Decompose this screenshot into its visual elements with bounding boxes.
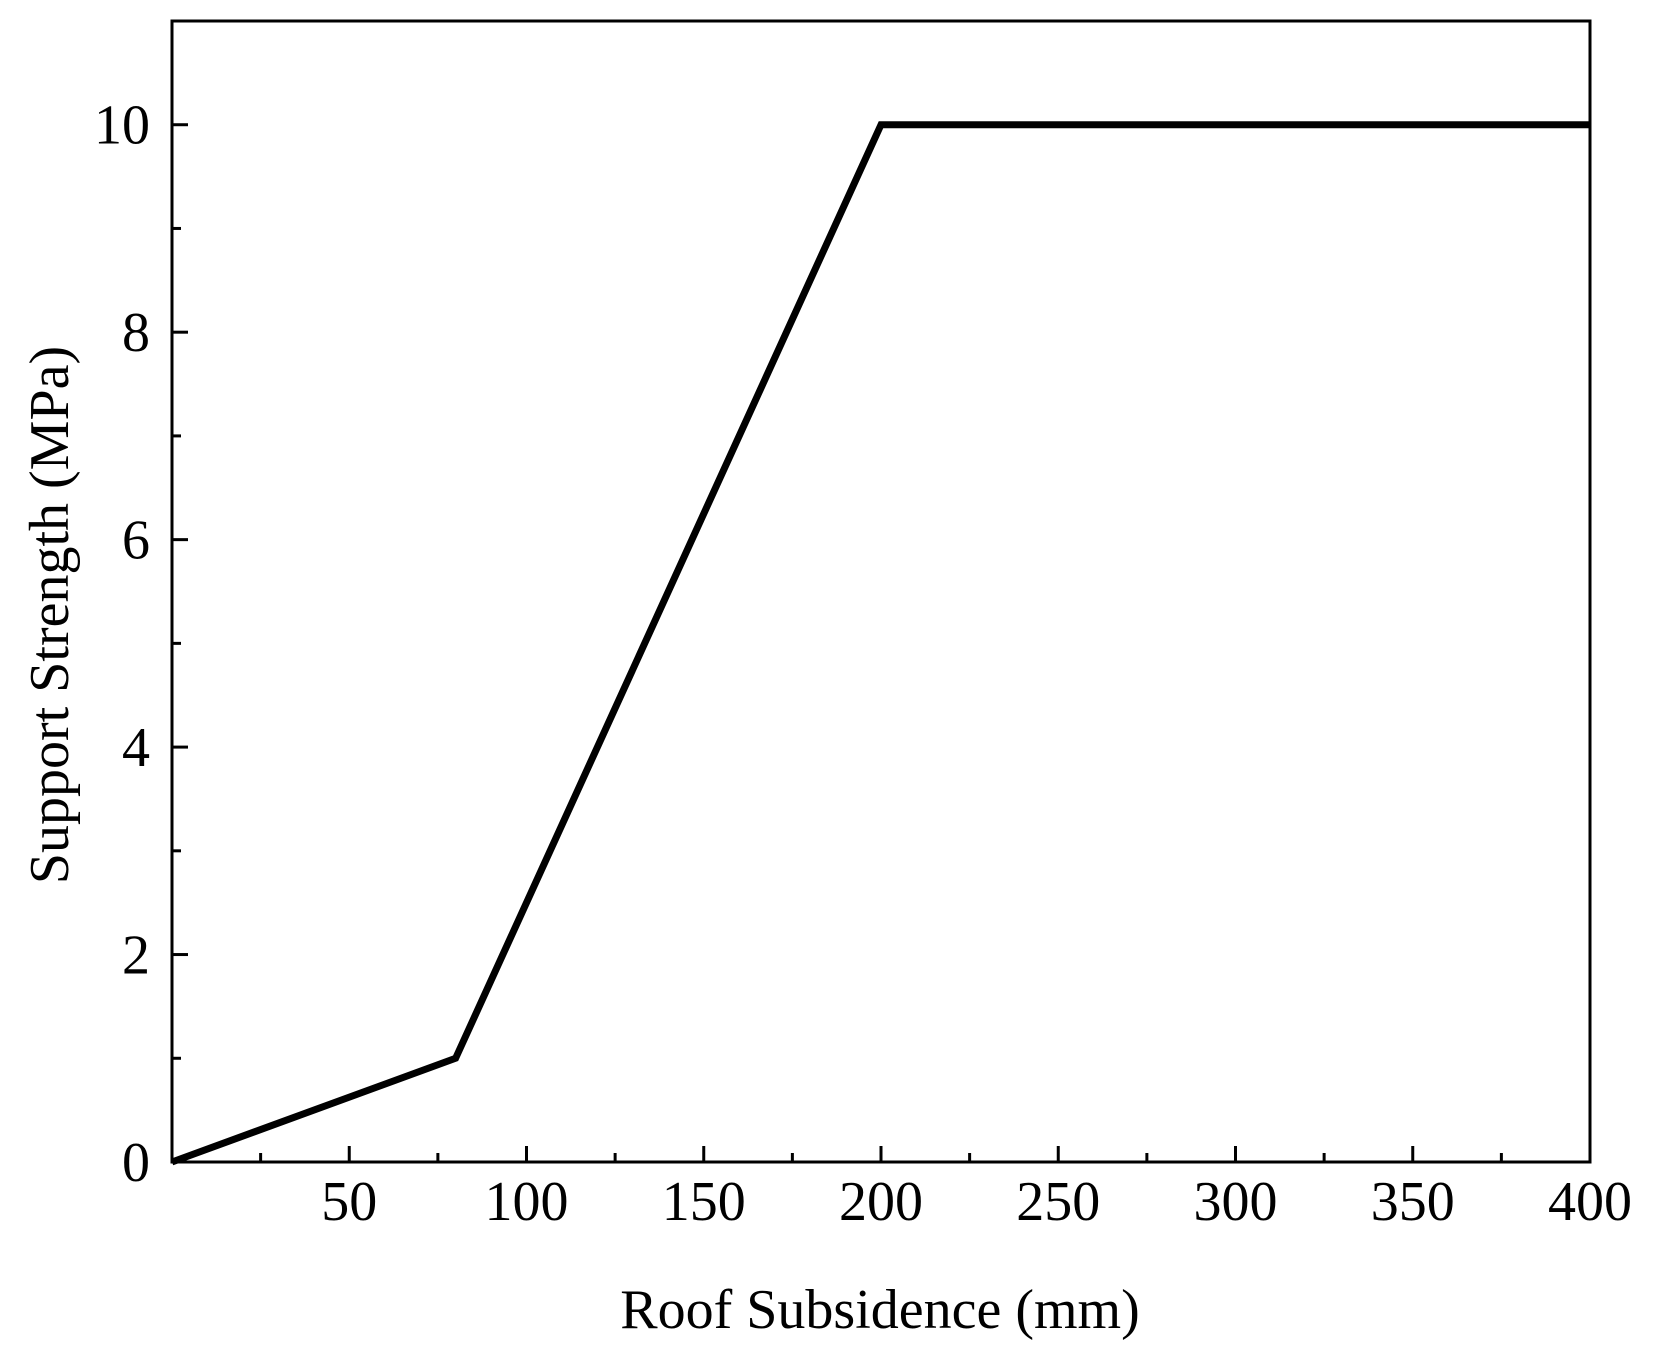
line <box>170 121 1590 1166</box>
x-tick-label: 250 <box>1016 1171 1100 1233</box>
x-axis-title: Roof Subsidence (mm) <box>620 1279 1139 1341</box>
x-tick-label: 100 <box>485 1171 569 1233</box>
x-tick-label: 400 <box>1548 1171 1632 1233</box>
y-tick-label: 8 <box>122 302 150 364</box>
x-tick-label: 50 <box>321 1171 377 1233</box>
y-tick-label: 4 <box>122 717 150 779</box>
y-tick-label: 0 <box>122 1132 150 1194</box>
y-tick-label: 6 <box>122 510 150 572</box>
x-tick-label: 350 <box>1371 1171 1455 1233</box>
x-tick-label: 200 <box>839 1171 923 1233</box>
y-tick-label: 10 <box>94 95 150 157</box>
y-axis-title: Support Strength (MPa) <box>19 346 81 884</box>
plot-frame <box>170 19 1592 1164</box>
x-tick-label: 150 <box>662 1171 746 1233</box>
y-tick-label: 2 <box>122 925 150 987</box>
x-tick-label: 300 <box>1194 1171 1278 1233</box>
